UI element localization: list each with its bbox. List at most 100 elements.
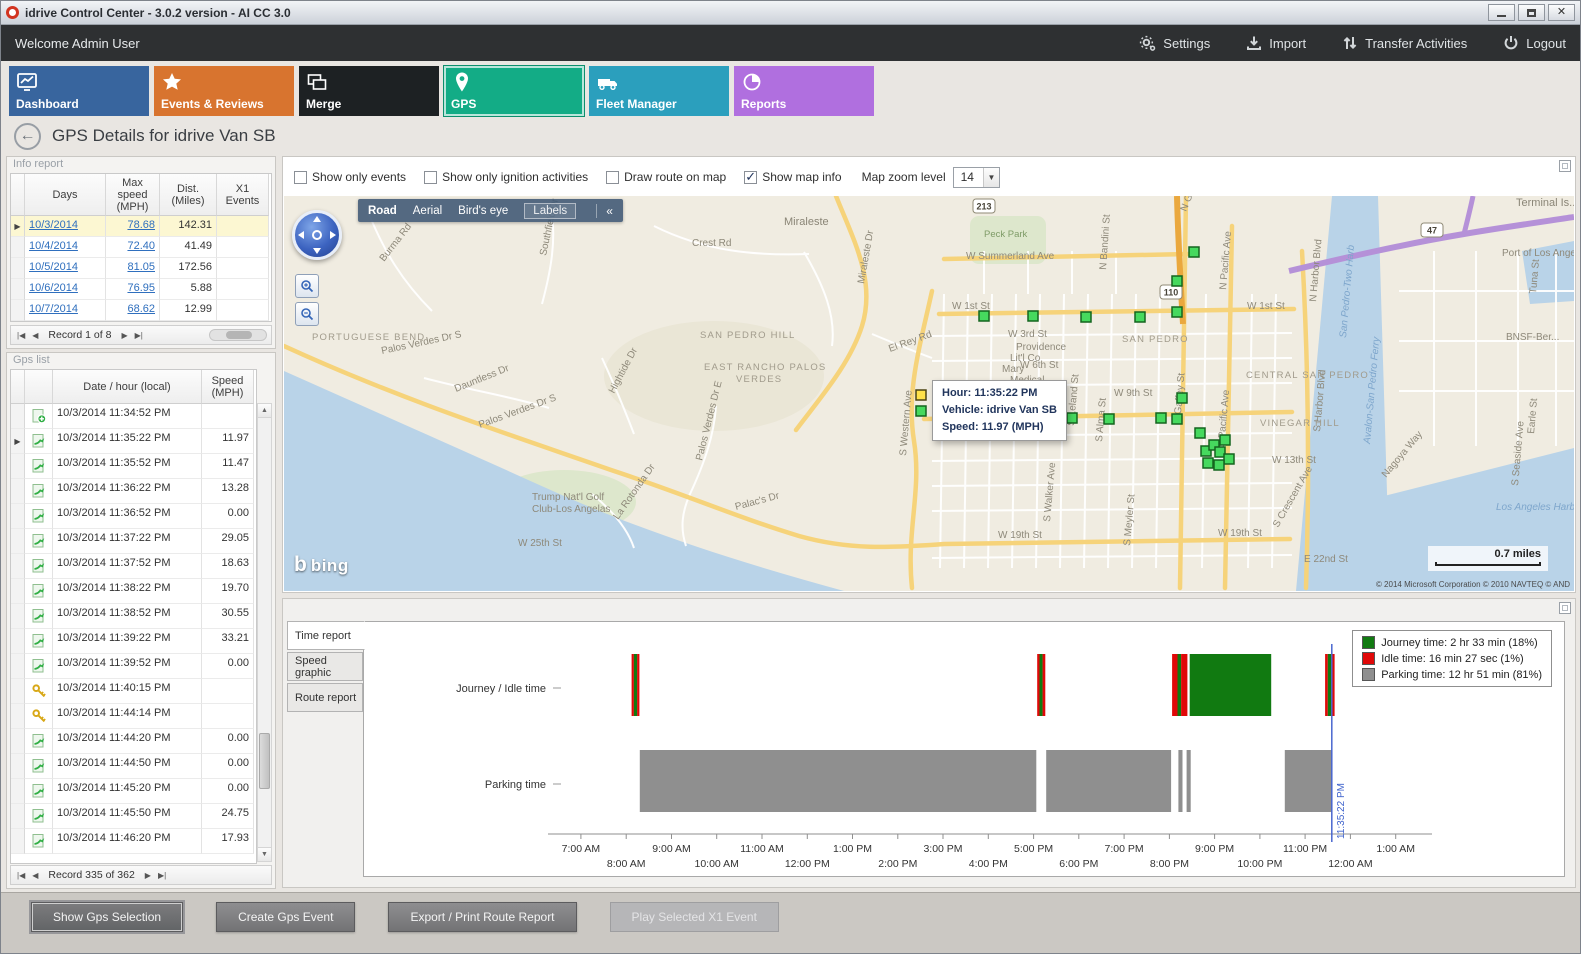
show-gps-selection-button[interactable]: Show Gps Selection	[31, 902, 184, 932]
topbar-settings-button[interactable]: Settings	[1139, 35, 1210, 52]
gps-list-row[interactable]: 10/3/2014 11:40:15 PM	[11, 679, 256, 704]
checkbox-show-map-info[interactable]: Show map info	[744, 169, 842, 185]
info-report-row[interactable]: ▶ 10/3/2014 78.68 142.31	[11, 216, 271, 237]
gps-marker[interactable]	[1214, 446, 1226, 458]
info-column-header-max-speed-mph[interactable]: Max speed (MPH)	[106, 174, 160, 216]
scrollbar-thumb[interactable]	[226, 331, 252, 339]
gps-marker[interactable]	[1208, 439, 1220, 451]
days-cell[interactable]: 10/6/2014	[25, 279, 106, 300]
titlebar[interactable]: idrive Control Center - 3.0.2 version - …	[1, 1, 1580, 25]
max-speed-cell[interactable]: 81.05	[106, 258, 160, 279]
pager-next-icon[interactable]: ▶	[121, 330, 128, 340]
days-cell[interactable]: 10/7/2014	[25, 300, 106, 321]
map-compass-control[interactable]	[292, 210, 342, 260]
gps-list-row[interactable]: 10/3/2014 11:38:52 PM 30.55	[11, 604, 256, 629]
create-gps-event-button[interactable]: Create Gps Event	[216, 902, 356, 932]
checkbox-show-only-ignition-activities[interactable]: Show only ignition activities	[424, 170, 588, 184]
chart-tab-speed-graphic[interactable]: Speed graphic	[287, 652, 363, 681]
pager-last-icon[interactable]: ▶|	[134, 330, 143, 340]
map-tabs-collapse-button[interactable]: «	[596, 203, 613, 218]
days-cell[interactable]: 10/5/2014	[25, 258, 106, 279]
gps-marker[interactable]	[1066, 412, 1078, 424]
pager-first-icon[interactable]: |◀	[17, 870, 26, 880]
gps-marker[interactable]	[1213, 459, 1225, 471]
chart-tab-route-report[interactable]: Route report	[287, 683, 363, 712]
gps-grid-vscrollbar[interactable]: ▲ ▼	[257, 403, 272, 862]
pan-north-icon[interactable]	[313, 216, 321, 222]
bing-map[interactable]: 213 110 47 Miraleste Peck Park W Summerland A…	[284, 196, 1574, 591]
days-cell[interactable]: 10/3/2014	[25, 216, 106, 237]
gps-marker[interactable]	[1134, 311, 1146, 323]
map-canvas[interactable]: 213 110 47 Miraleste Peck Park W Summerland A…	[284, 196, 1574, 591]
gps-marker[interactable]	[1171, 306, 1183, 318]
info-column-header-x1-events[interactable]: X1 Events	[217, 174, 269, 216]
pager-last-icon[interactable]: ▶|	[157, 870, 167, 880]
info-report-row[interactable]: 10/5/2014 81.05 172.56	[11, 258, 271, 279]
scrollbar-thumb[interactable]	[259, 733, 270, 790]
gps-list-row[interactable]: 10/3/2014 11:39:52 PM 0.00	[11, 654, 256, 679]
gps-list-row[interactable]: 10/3/2014 11:45:20 PM 0.00	[11, 779, 256, 804]
max-speed-cell[interactable]: 78.68	[106, 216, 160, 237]
map-style-tab-aerial[interactable]: Aerial	[412, 204, 443, 217]
pager-next-icon[interactable]: ▶	[144, 870, 151, 880]
gps-marker[interactable]	[1103, 413, 1115, 425]
gps-list-row[interactable]: 10/3/2014 11:39:22 PM 33.21	[11, 629, 256, 654]
gps-list-row[interactable]: 10/3/2014 11:37:22 PM 29.05	[11, 529, 256, 554]
map-style-tab-road[interactable]: Road	[368, 204, 397, 217]
map-style-tab-labels[interactable]: Labels	[524, 202, 577, 219]
map-zoom-select[interactable]: 14 ▼	[952, 166, 1000, 188]
info-column-header-dist-miles[interactable]: Dist. (Miles)	[160, 174, 217, 216]
gps-column-header-speed-mph[interactable]: Speed (MPH)	[202, 370, 254, 404]
pager-first-icon[interactable]: |◀	[17, 330, 26, 340]
checkbox-box[interactable]	[294, 170, 307, 184]
gps-marker[interactable]	[1202, 457, 1214, 469]
gps-list-row[interactable]: 10/3/2014 11:44:50 PM 0.00	[11, 754, 256, 779]
checkbox-box[interactable]	[744, 169, 758, 185]
gps-marker[interactable]	[1200, 445, 1212, 457]
gps-list-row[interactable]: ▶ 10/3/2014 11:35:22 PM 11.97	[11, 429, 256, 454]
gps-marker[interactable]	[978, 310, 990, 322]
days-cell[interactable]: 10/4/2014	[25, 237, 106, 258]
info-report-row[interactable]: 10/6/2014 76.95 5.88	[11, 279, 271, 300]
checkbox-draw-route-on-map[interactable]: Draw route on map	[606, 170, 726, 184]
gps-marker[interactable]	[1219, 434, 1231, 446]
window-close-button[interactable]: ✕	[1548, 4, 1575, 21]
window-maximize-button[interactable]	[1518, 4, 1545, 21]
gps-column-header-date-hour-local[interactable]: Date / hour (local)	[53, 370, 202, 404]
nav-tile-fleet-manager[interactable]: Fleet Manager	[589, 66, 729, 116]
panel-collapse-icon[interactable]	[1559, 160, 1571, 172]
gps-marker[interactable]	[1223, 453, 1235, 465]
gps-list-row[interactable]: 10/3/2014 11:46:20 PM 17.93	[11, 829, 256, 854]
topbar-transfer-activities-button[interactable]: Transfer Activities	[1342, 35, 1467, 51]
gps-marker[interactable]	[1171, 413, 1183, 425]
gps-list-row[interactable]: 10/3/2014 11:36:22 PM 13.28	[11, 479, 256, 504]
scroll-up-icon[interactable]: ▲	[258, 404, 271, 418]
gps-list-row[interactable]: 10/3/2014 11:44:20 PM 0.00	[11, 729, 256, 754]
back-button[interactable]: ←	[14, 122, 41, 150]
pager-prev-icon[interactable]: ◀	[32, 870, 39, 880]
topbar-import-button[interactable]: Import	[1246, 35, 1306, 51]
info-column-header-days[interactable]: Days	[25, 174, 106, 216]
pan-west-icon[interactable]	[298, 231, 304, 239]
gps-marker[interactable]	[915, 389, 927, 401]
info-grid-hscrollbar[interactable]	[209, 329, 267, 341]
gps-list-row[interactable]: 10/3/2014 11:34:52 PM	[11, 404, 256, 429]
max-speed-cell[interactable]: 68.62	[106, 300, 160, 321]
nav-tile-merge[interactable]: Merge	[299, 66, 439, 116]
scroll-down-icon[interactable]: ▼	[258, 847, 271, 861]
topbar-logout-button[interactable]: Logout	[1503, 35, 1566, 51]
compass-center-icon[interactable]	[312, 230, 322, 240]
gps-list-row[interactable]: 10/3/2014 11:35:52 PM 11.47	[11, 454, 256, 479]
gps-list-row[interactable]: 10/3/2014 11:44:14 PM	[11, 704, 256, 729]
checkbox-box[interactable]	[424, 170, 438, 184]
gps-list-row[interactable]: 10/3/2014 11:45:50 PM 24.75	[11, 804, 256, 829]
panel-collapse-icon[interactable]	[1559, 602, 1571, 614]
pan-east-icon[interactable]	[330, 231, 336, 239]
gps-list-row[interactable]: 10/3/2014 11:36:52 PM 0.00	[11, 504, 256, 529]
checkbox-show-only-events[interactable]: Show only events	[294, 170, 406, 184]
chart-tab-time-report[interactable]: Time report	[287, 621, 365, 650]
info-report-row[interactable]: 10/7/2014 68.62 12.99	[11, 300, 271, 321]
nav-tile-events-reviews[interactable]: Events & Reviews	[154, 66, 294, 116]
gps-marker[interactable]	[1176, 392, 1188, 404]
gps-marker[interactable]	[1188, 246, 1200, 258]
